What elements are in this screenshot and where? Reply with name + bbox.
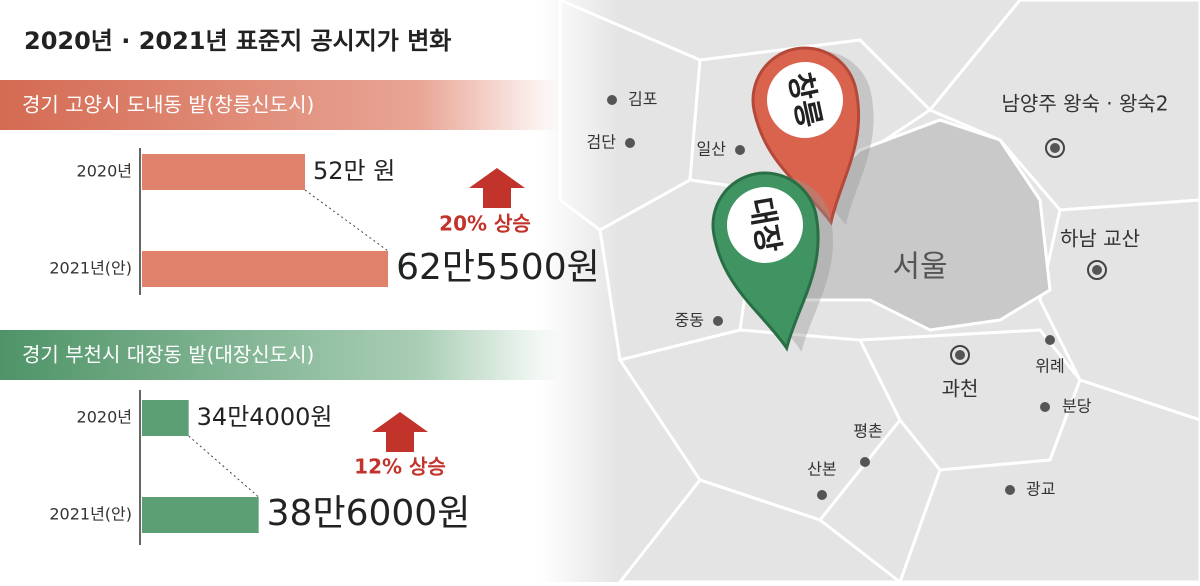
category-label: 2020년 (77, 408, 132, 427)
connector (304, 189, 389, 252)
up-arrow (372, 412, 428, 452)
place-dot (955, 350, 965, 360)
change-annotation: 20% 상승 (439, 212, 531, 236)
bar (142, 154, 305, 190)
section-title: 경기 고양시 도내동 밭(창릉신도시) (22, 93, 314, 117)
charts: 경기 고양시 도내동 밭(창릉신도시) 2020년 52만 원 2021년(안) 62만… (0, 80, 600, 545)
place-label: 위례 (1035, 357, 1064, 376)
place-dot (860, 457, 870, 467)
value-label: 62만5500원 (396, 247, 600, 288)
place-ring (1045, 138, 1065, 158)
up-arrow (469, 168, 525, 208)
value-label: 52만 원 (313, 157, 395, 185)
place-label: 검단 (587, 133, 617, 152)
place-label: 산본 (807, 460, 836, 479)
place-label: 광교 (1026, 480, 1055, 499)
place-label: 하남 교산 (1060, 227, 1140, 251)
bar (142, 497, 259, 533)
place-dot (1045, 335, 1055, 345)
value-label: 38만6000원 (267, 493, 471, 534)
place-label: 과천 (942, 377, 979, 401)
map-pin: 창릉 (751, 46, 874, 226)
connector (188, 435, 259, 498)
change-annotation: 12% 상승 (354, 455, 446, 479)
place-ring (1087, 260, 1107, 280)
place-dot (1005, 485, 1015, 495)
map-regions (558, 0, 1200, 584)
place-dot (817, 490, 827, 500)
place-label: 분당 (1062, 397, 1092, 416)
place-label: 남양주 왕숙 · 왕숙2 (1002, 92, 1169, 116)
pin-face (727, 187, 803, 263)
bar (142, 251, 389, 287)
value-label: 34만4000원 (197, 403, 333, 431)
section-band (0, 80, 560, 130)
place-dot (1092, 265, 1102, 275)
place-dot (625, 138, 635, 148)
place-label: 김포 (628, 90, 657, 109)
city-label: 서울 (892, 250, 947, 285)
category-label: 2021년(안) (49, 505, 132, 524)
category-label: 2021년(안) (49, 259, 132, 278)
place-ring (950, 345, 970, 365)
place-dot (607, 95, 617, 105)
place-label: 중동 (675, 311, 704, 330)
title: 2020년 · 2021년 표준지 공시지가 변화 (24, 27, 451, 55)
map-pin: 대장 (711, 171, 833, 352)
bar (142, 400, 189, 436)
place-dot (735, 145, 745, 155)
place-label: 평촌 (853, 422, 882, 441)
section-band (0, 330, 560, 380)
category-label: 2020년 (77, 162, 132, 181)
place-dot (1040, 402, 1050, 412)
place-dot (713, 316, 723, 326)
pin-face (767, 62, 843, 138)
place-label: 일산 (697, 140, 727, 159)
place-dot (1050, 143, 1060, 153)
section-title: 경기 부천시 대장동 밭(대장신도시) (22, 343, 314, 367)
